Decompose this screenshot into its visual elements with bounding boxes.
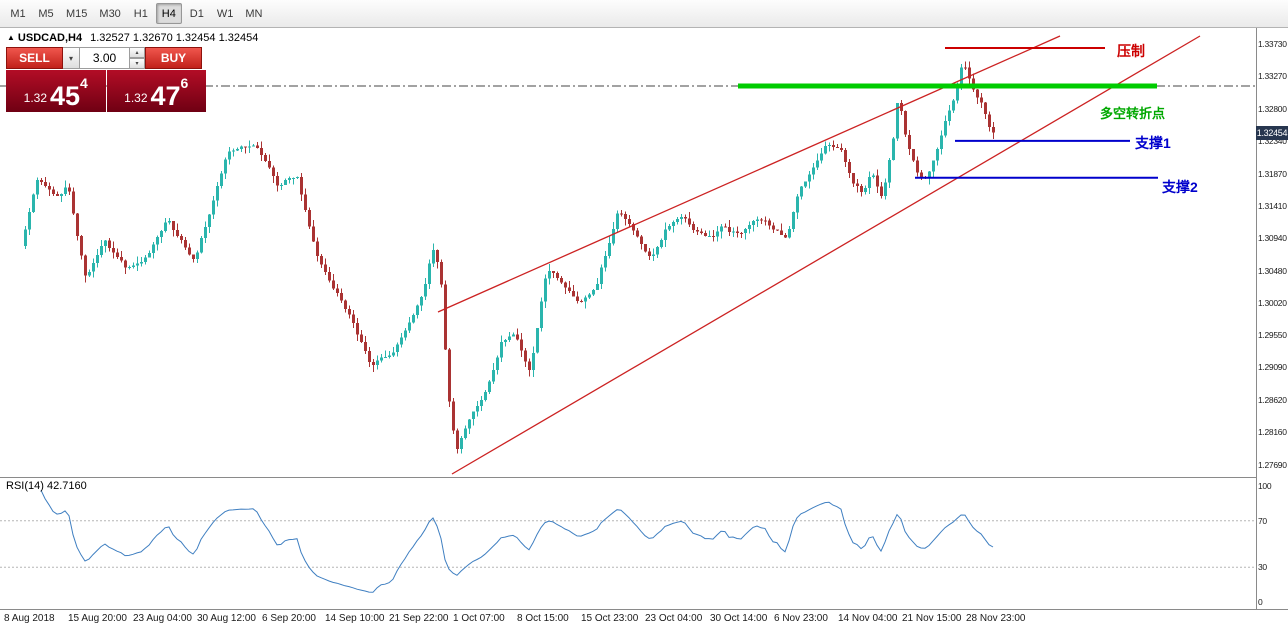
symbol-arrow-icon: ▲ xyxy=(7,33,15,42)
chevron-down-icon: ▾ xyxy=(68,53,73,63)
timeframe-button-M5[interactable]: M5 xyxy=(38,7,54,20)
time-axis-label: 8 Aug 2018 xyxy=(4,613,55,624)
time-axis-label: 15 Aug 20:00 xyxy=(68,613,127,624)
support2-label: 支撑2 xyxy=(1162,179,1198,195)
buy-price-prefix: 1.32 xyxy=(124,91,148,105)
price-axis-label: 1.28620 xyxy=(1258,395,1287,405)
timeframe-button-M15[interactable]: M15 xyxy=(66,7,88,20)
price-axis-label: 1.33730 xyxy=(1258,39,1287,49)
rsi-axis-label: 30 xyxy=(1258,562,1267,572)
sell-button[interactable]: SELL xyxy=(6,47,63,69)
timeframe-button-MN[interactable]: MN xyxy=(245,7,263,20)
time-axis-label: 30 Oct 14:00 xyxy=(710,613,768,624)
volume-decrease-button[interactable]: ▾ xyxy=(130,58,145,69)
indicator-pane-divider[interactable] xyxy=(0,477,1256,478)
time-axis-label: 23 Oct 04:00 xyxy=(645,613,703,624)
price-axis-label: 1.28160 xyxy=(1258,427,1287,437)
timeframe-button-M30[interactable]: M30 xyxy=(99,7,121,20)
time-axis-label: 28 Nov 23:00 xyxy=(966,613,1026,624)
price-axis-label: 1.32340 xyxy=(1258,136,1287,146)
sell-price-big: 45 xyxy=(50,81,81,112)
price-axis[interactable]: 1.33730 1.33270 1.32800 1.32340 1.31870 1.314… xyxy=(1257,28,1288,609)
timeframe-button-D1[interactable]: D1 xyxy=(189,7,204,20)
price-axis-label: 1.31870 xyxy=(1258,169,1287,179)
rsi-indicator-label: RSI(14) 42.7160 xyxy=(6,480,87,492)
support1-label: 支撑1 xyxy=(1135,135,1171,151)
current-price-badge: 1.32454 xyxy=(1256,126,1288,140)
timeframe-button-W1[interactable]: W1 xyxy=(216,7,234,20)
price-axis-label: 1.27690 xyxy=(1258,460,1287,470)
time-axis-label: 14 Sep 10:00 xyxy=(325,613,385,624)
timeframe-button-H4[interactable]: H4 xyxy=(155,3,182,24)
rsi-axis-label: 70 xyxy=(1258,516,1267,526)
chart-canvas[interactable] xyxy=(0,28,1288,632)
chart-symbol-header: ▲ USDCAD,H4 1.32527 1.32670 1.32454 1.3245… xyxy=(7,32,258,44)
channel-lower-line xyxy=(451,35,1201,475)
price-axis-label: 1.30480 xyxy=(1258,266,1287,276)
time-axis-label: 23 Aug 04:00 xyxy=(133,613,192,624)
time-axis-label: 14 Nov 04:00 xyxy=(838,613,898,624)
buy-price-display[interactable]: 1.32 47 6 xyxy=(106,70,206,112)
time-axis-label: 6 Nov 23:00 xyxy=(774,613,828,624)
price-axis-label: 1.29550 xyxy=(1258,330,1287,340)
buy-price-sup: 6 xyxy=(180,75,189,91)
pivot-label: 多空转折点 xyxy=(1100,106,1166,121)
buy-button[interactable]: BUY xyxy=(145,47,202,69)
sell-price-prefix: 1.32 xyxy=(23,91,47,105)
time-axis-label: 1 Oct 07:00 xyxy=(453,613,505,624)
candlesticks xyxy=(24,61,995,454)
volume-dropdown-button[interactable]: ▾ xyxy=(63,47,80,69)
timeframe-toolbar: M1 M5 M15 M30 H1 H4 D1 W1 MN xyxy=(0,0,1288,28)
time-axis-label: 21 Sep 22:00 xyxy=(389,613,449,624)
timeframe-button-M1[interactable]: M1 xyxy=(10,7,26,20)
volume-stepper: ▴ ▾ xyxy=(130,47,145,69)
sell-price-display[interactable]: 1.32 45 4 xyxy=(6,70,106,112)
price-axis-label: 1.30940 xyxy=(1258,233,1287,243)
rsi-line xyxy=(40,489,994,593)
buy-price-big: 47 xyxy=(150,81,181,112)
time-axis[interactable]: 8 Aug 2018 15 Aug 20:00 23 Aug 04:00 30 Aug… xyxy=(0,612,1256,630)
ohlc-values: 1.32527 1.32670 1.32454 1.32454 xyxy=(90,32,259,44)
sell-price-sup: 4 xyxy=(80,75,88,91)
price-axis-label: 1.33270 xyxy=(1258,71,1287,81)
time-axis-divider xyxy=(0,609,1288,610)
resistance-label: 压制 xyxy=(1117,43,1145,59)
price-axis-label: 1.30020 xyxy=(1258,298,1287,308)
channel-upper-line xyxy=(437,35,1061,313)
rsi-axis-label: 0 xyxy=(1258,597,1263,607)
time-axis-label: 30 Aug 12:00 xyxy=(197,613,256,624)
volume-increase-button[interactable]: ▴ xyxy=(130,47,145,58)
price-axis-separator xyxy=(1256,28,1257,609)
volume-input[interactable]: 3.00 xyxy=(80,47,130,69)
symbol-label: USDCAD,H4 xyxy=(17,32,83,44)
rsi-axis-label: 100 xyxy=(1258,481,1272,491)
price-axis-label: 1.31410 xyxy=(1258,201,1287,211)
time-axis-label: 21 Nov 15:00 xyxy=(902,613,962,624)
price-axis-label: 1.29090 xyxy=(1258,362,1287,372)
one-click-trading-panel: SELL ▾ 3.00 ▴ ▾ BUY 1.32 45 4 1.32 47 6 xyxy=(6,47,206,112)
price-axis-label: 1.32800 xyxy=(1258,104,1287,114)
time-axis-label: 6 Sep 20:00 xyxy=(262,613,316,624)
time-axis-label: 15 Oct 23:00 xyxy=(581,613,639,624)
time-axis-label: 8 Oct 15:00 xyxy=(517,613,569,624)
timeframe-button-H1[interactable]: H1 xyxy=(133,7,148,20)
